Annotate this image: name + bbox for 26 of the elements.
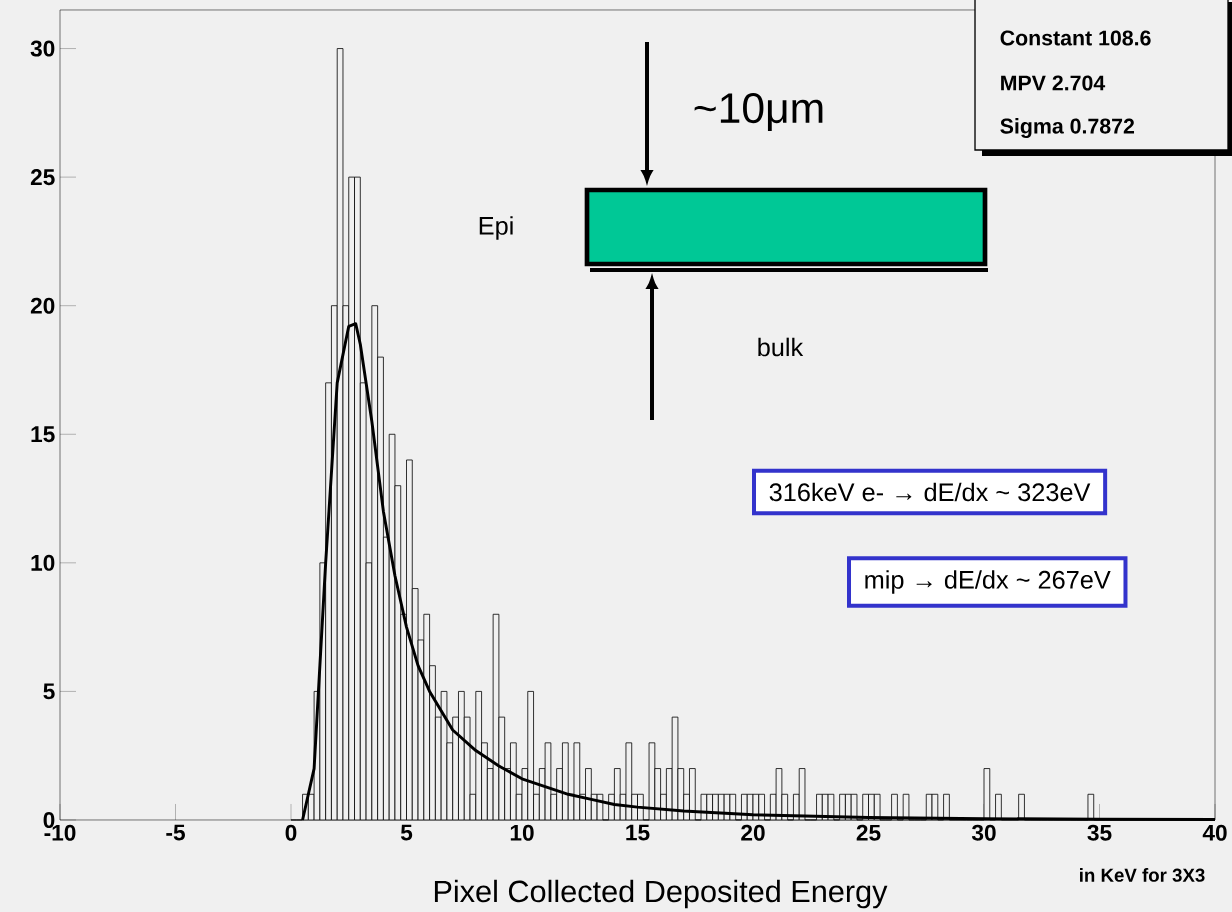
y-tick-label: 10 [31,554,55,571]
annotation: MPV 2.704 [1001,75,1106,91]
annotation: mip → dE/dx ~ 267eV [865,570,1111,594]
annotation: bulk [758,337,804,357]
y-tick-label: 20 [30,297,55,314]
annotation: Epi [479,216,513,240]
y-tick-label: 15 [31,426,55,443]
x-tick-label: 20 [741,824,765,841]
x-tick-label: 10 [510,824,534,841]
x-tick-label: 35 [1087,824,1112,841]
x-tick-label: 0 [285,824,297,841]
y-tick-label: 5 [43,683,55,700]
y-tick-label: 30 [30,40,55,57]
x-axis-title: Pixel Collected Deposited Energy [434,879,888,909]
y-tick-label: 25 [30,169,55,186]
text: in KeV for 3X3 [1080,868,1205,882]
annotation: 316keV e- → dE/dx ~ 323eV [769,482,1091,502]
x-tick-label: 40 [1202,824,1227,841]
x-tick-label: 30 [971,824,996,841]
annotation: Sigma 0.7872 [1000,118,1135,138]
x-tick-label: 15 [626,824,650,841]
x-tick-label: -5 [166,824,185,841]
x-tick-label: 5 [400,824,413,841]
annotation: Constant 108.6 [1000,30,1151,46]
x-tick-label: 25 [856,824,881,841]
annotation: ~10μm [694,93,823,131]
